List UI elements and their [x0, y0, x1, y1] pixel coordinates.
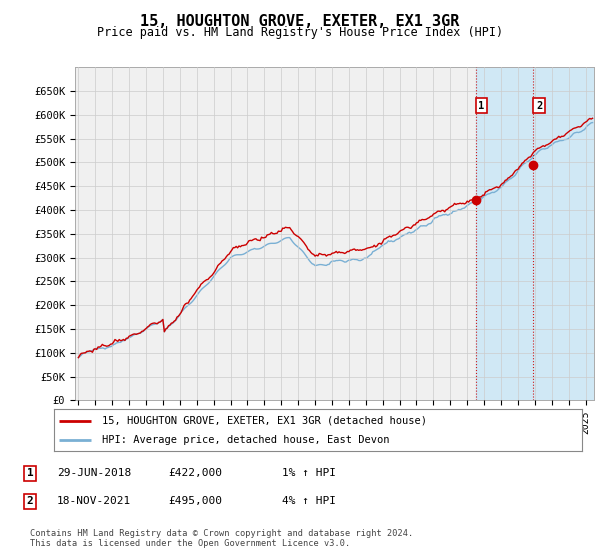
Text: £495,000: £495,000 [168, 496, 222, 506]
Text: 29-JUN-2018: 29-JUN-2018 [57, 468, 131, 478]
Text: 2: 2 [536, 101, 542, 110]
Text: 18-NOV-2021: 18-NOV-2021 [57, 496, 131, 506]
Text: 1: 1 [478, 101, 484, 110]
Text: Contains HM Land Registry data © Crown copyright and database right 2024.
This d: Contains HM Land Registry data © Crown c… [30, 529, 413, 548]
Text: 15, HOUGHTON GROVE, EXETER, EX1 3GR: 15, HOUGHTON GROVE, EXETER, EX1 3GR [140, 14, 460, 29]
Text: £422,000: £422,000 [168, 468, 222, 478]
Text: HPI: Average price, detached house, East Devon: HPI: Average price, detached house, East… [101, 435, 389, 445]
Text: 2: 2 [26, 496, 34, 506]
Text: 1: 1 [26, 468, 34, 478]
Bar [476, 67, 594, 400]
Text: 1% ↑ HPI: 1% ↑ HPI [282, 468, 336, 478]
Text: 15, HOUGHTON GROVE, EXETER, EX1 3GR (detached house): 15, HOUGHTON GROVE, EXETER, EX1 3GR (det… [101, 416, 427, 426]
Text: Price paid vs. HM Land Registry's House Price Index (HPI): Price paid vs. HM Land Registry's House … [97, 26, 503, 39]
Text: 4% ↑ HPI: 4% ↑ HPI [282, 496, 336, 506]
